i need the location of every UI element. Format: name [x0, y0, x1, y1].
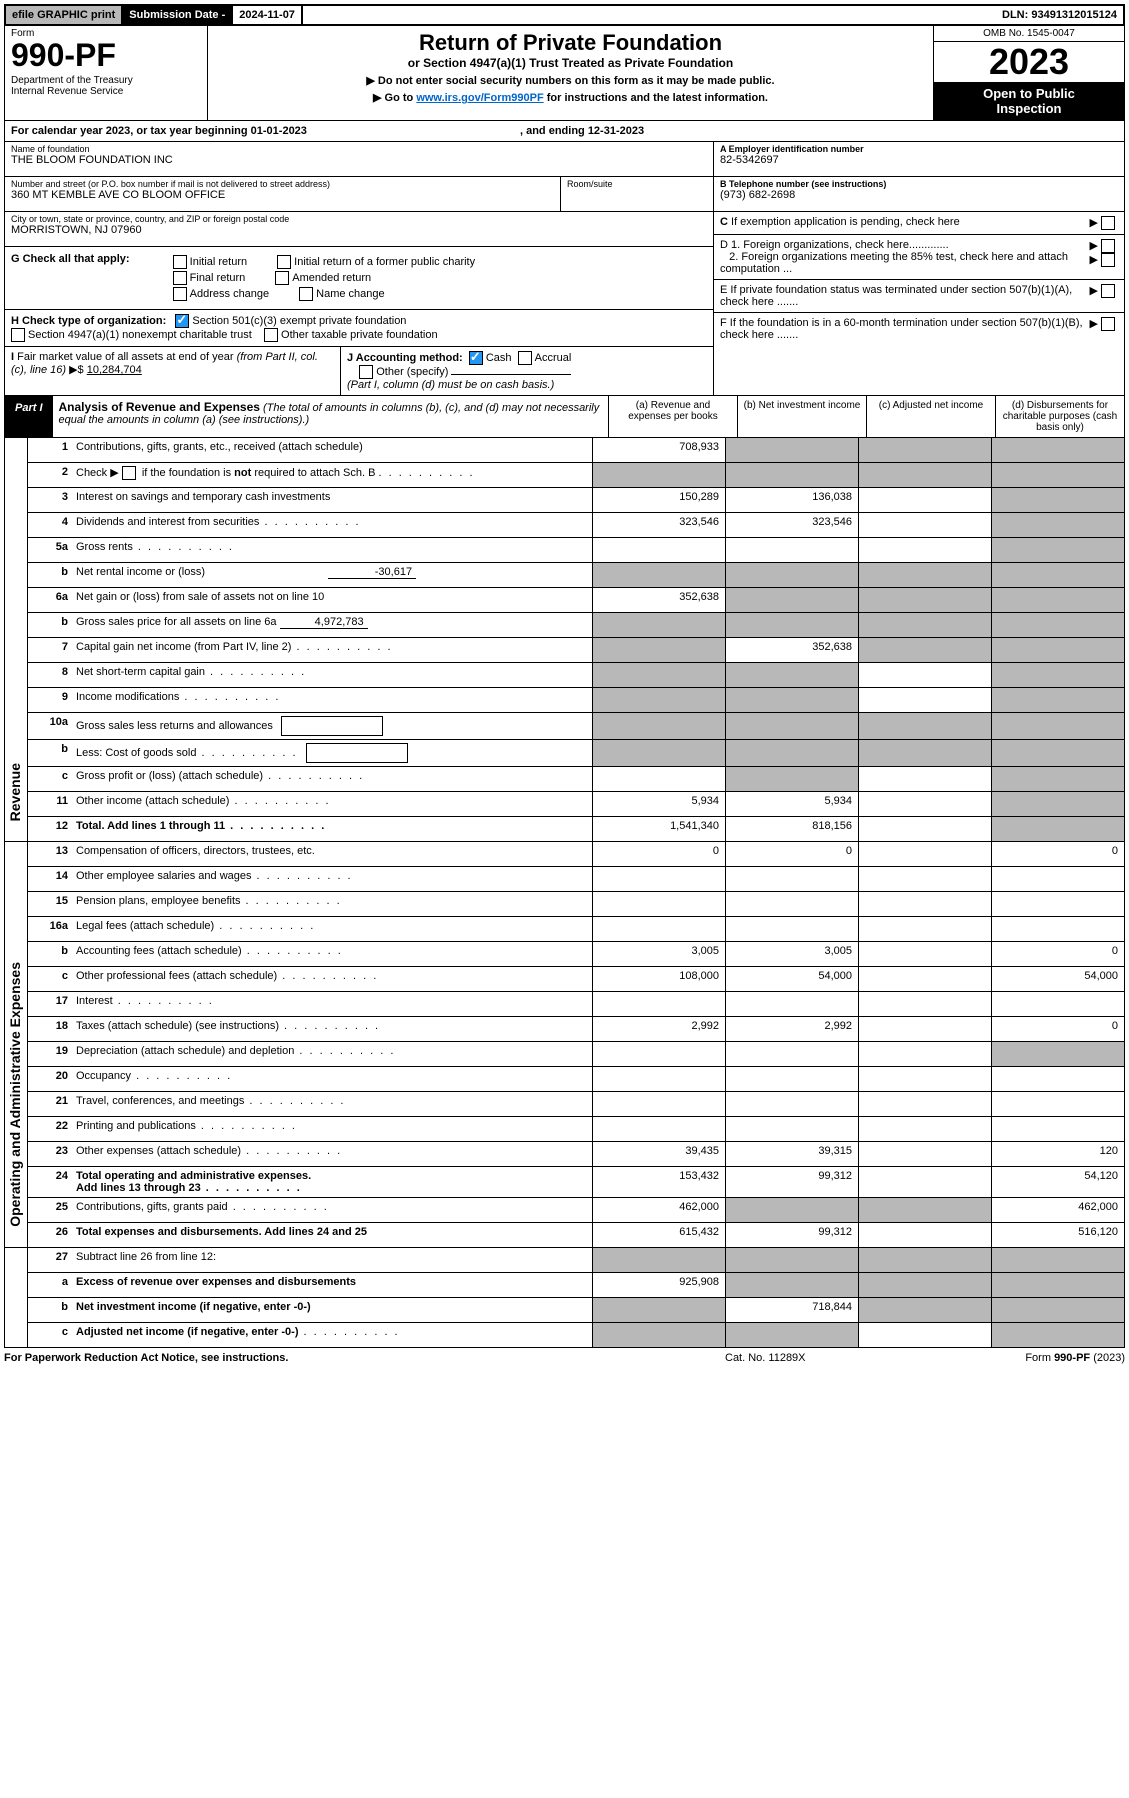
col-b-header: (b) Net investment income [737, 396, 866, 437]
expenses-table: Operating and Administrative Expenses 13… [4, 842, 1125, 1248]
address-change-checkbox[interactable] [173, 287, 187, 301]
terminated-checkbox[interactable] [1101, 284, 1115, 298]
footer-mid: Cat. No. 11289X [725, 1352, 925, 1364]
col-d-header: (d) Disbursements for charitable purpose… [995, 396, 1124, 437]
form-subtitle: or Section 4947(a)(1) Trust Treated as P… [212, 56, 929, 70]
top-bar: efile GRAPHIC print Submission Date - 20… [4, 4, 1125, 26]
summary-table: 27Subtract line 26 from line 12: aExcess… [4, 1248, 1125, 1348]
amended-return-checkbox[interactable] [275, 271, 289, 285]
phone-value: (973) 682-2698 [720, 189, 1118, 201]
address-label: Number and street (or P.O. box number if… [11, 179, 554, 189]
calendar-year-row: For calendar year 2023, or tax year begi… [4, 121, 1125, 142]
foreign-85-checkbox[interactable] [1101, 253, 1115, 267]
irs-link[interactable]: www.irs.gov/Form990PF [416, 92, 543, 104]
initial-return-checkbox[interactable] [173, 255, 187, 269]
other-method-checkbox[interactable] [359, 365, 373, 379]
form-note-1: ▶ Do not enter social security numbers o… [212, 74, 929, 87]
4947-checkbox[interactable] [11, 328, 25, 342]
revenue-table: Revenue 1Contributions, gifts, grants, e… [4, 438, 1125, 842]
exemption-pending-checkbox[interactable] [1101, 216, 1115, 230]
accrual-checkbox[interactable] [518, 351, 532, 365]
section-g: G Check all that apply: Initial return I… [5, 247, 713, 310]
section-j: J Accounting method: Cash Accrual Other … [341, 347, 713, 395]
form-note-2: ▶ Go to www.irs.gov/Form990PF for instru… [212, 91, 929, 104]
footer-right: Form 990-PF (2023) [925, 1352, 1125, 1364]
foreign-org-checkbox[interactable] [1101, 239, 1115, 253]
submission-date-value: 2024-11-07 [231, 6, 303, 24]
page-footer: For Paperwork Reduction Act Notice, see … [4, 1348, 1125, 1368]
department-label: Department of the TreasuryInternal Reven… [11, 75, 201, 97]
section-h: H Check type of organization: Section 50… [5, 310, 713, 347]
phone-label: B Telephone number (see instructions) [720, 179, 1118, 189]
501c3-checkbox[interactable] [175, 314, 189, 328]
omb-number: OMB No. 1545-0047 [934, 26, 1124, 42]
form-number: 990-PF [11, 39, 201, 71]
cash-checkbox[interactable] [469, 351, 483, 365]
final-return-checkbox[interactable] [173, 271, 187, 285]
city-label: City or town, state or province, country… [11, 214, 707, 224]
tax-year: 2023 [934, 42, 1124, 82]
other-taxable-checkbox[interactable] [264, 328, 278, 342]
ein-label: A Employer identification number [720, 144, 1118, 154]
expenses-side-label: Operating and Administrative Expenses [7, 962, 23, 1227]
name-label: Name of foundation [11, 144, 707, 154]
room-label: Room/suite [567, 179, 707, 189]
form-header: Form 990-PF Department of the TreasuryIn… [4, 26, 1125, 121]
footer-left: For Paperwork Reduction Act Notice, see … [4, 1352, 725, 1364]
initial-former-checkbox[interactable] [277, 255, 291, 269]
submission-date-label: Submission Date - [123, 6, 231, 24]
col-c-header: (c) Adjusted net income [866, 396, 995, 437]
foundation-city: MORRISTOWN, NJ 07960 [11, 224, 707, 236]
foundation-info: Name of foundation THE BLOOM FOUNDATION … [4, 142, 1125, 396]
dln-value: DLN: 93491312015124 [996, 6, 1123, 24]
revenue-side-label: Revenue [7, 763, 23, 821]
open-to-public-label: Open to PublicInspection [934, 82, 1124, 120]
sch-b-checkbox[interactable] [122, 466, 136, 480]
part-1-header: Part I Analysis of Revenue and Expenses … [4, 396, 1125, 438]
col-a-header: (a) Revenue and expenses per books [608, 396, 737, 437]
form-title: Return of Private Foundation [212, 30, 929, 56]
ein-value: 82-5342697 [720, 154, 1118, 166]
name-change-checkbox[interactable] [299, 287, 313, 301]
part-1-label: Part I [5, 396, 53, 437]
fmv-value: 10,284,704 [87, 364, 142, 376]
section-i: I Fair market value of all assets at end… [5, 347, 341, 395]
foundation-address: 360 MT KEMBLE AVE CO BLOOM OFFICE [11, 189, 554, 201]
60-month-checkbox[interactable] [1101, 317, 1115, 331]
efile-print-button[interactable]: efile GRAPHIC print [6, 6, 123, 24]
foundation-name: THE BLOOM FOUNDATION INC [11, 154, 707, 166]
